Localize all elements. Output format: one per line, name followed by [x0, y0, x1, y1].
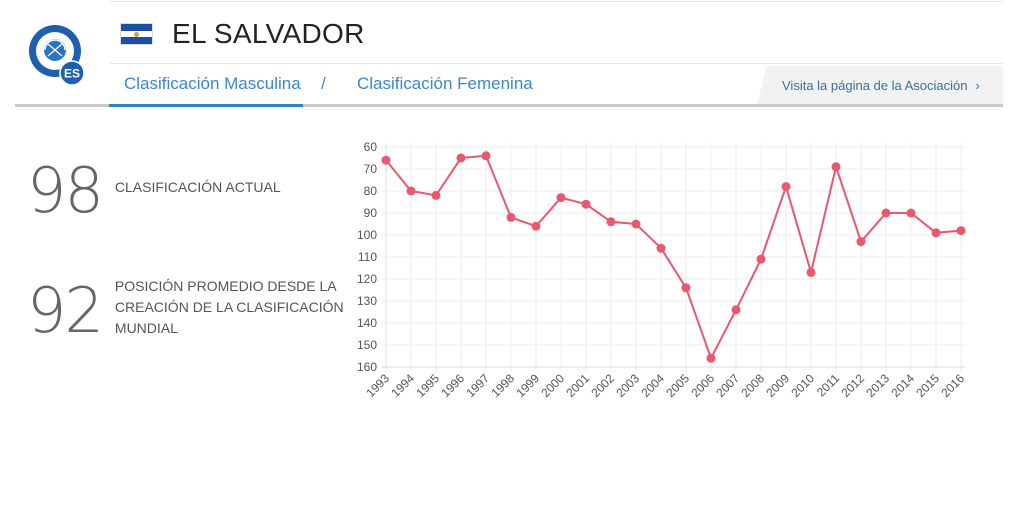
- x-tick-label: 1996: [438, 371, 467, 400]
- average-ranking-stat: 92 POSICIÓN PROMEDIO DESDE LA CREACIÓN D…: [27, 274, 345, 347]
- data-point: [781, 182, 791, 192]
- x-tick-label: 2008: [738, 371, 767, 400]
- data-point: [731, 305, 741, 315]
- ranking-history-chart: 6070809010011012013014015016019931994199…: [357, 140, 967, 400]
- data-point: [431, 190, 441, 200]
- page-title: EL SALVADOR: [172, 18, 365, 49]
- y-tick-label: 60: [364, 140, 378, 154]
- tab-clasificacion-femenina[interactable]: Clasificación Femenina: [357, 74, 533, 93]
- x-tick-label: 2013: [863, 371, 892, 400]
- x-tick-label: 2005: [663, 371, 692, 400]
- tabbar-underline: [15, 104, 1003, 107]
- data-point: [581, 199, 591, 209]
- federation-crest-icon: ES: [29, 25, 85, 86]
- data-point: [831, 162, 841, 172]
- x-tick-label: 2016: [938, 371, 967, 400]
- association-page-link[interactable]: Visita la página de la Asociación ›: [757, 66, 1003, 104]
- y-tick-label: 150: [357, 338, 377, 352]
- data-point: [656, 243, 666, 253]
- y-tick-label: 80: [364, 184, 378, 198]
- page-header: EL SALVADOR: [120, 14, 365, 54]
- data-point: [456, 153, 466, 163]
- data-point: [756, 254, 766, 264]
- x-tick-label: 2015: [913, 371, 942, 400]
- data-point: [406, 186, 416, 196]
- y-tick-label: 120: [357, 272, 377, 286]
- x-tick-label: 2001: [563, 371, 592, 400]
- x-tick-label: 2000: [538, 371, 567, 400]
- data-point: [531, 221, 541, 231]
- x-tick-label: 2010: [788, 371, 817, 400]
- data-point: [706, 353, 716, 363]
- tab-separator: /: [321, 74, 326, 93]
- data-point: [881, 208, 891, 218]
- data-point: [556, 193, 566, 203]
- data-point: [931, 228, 941, 238]
- logo-badge: ES: [64, 67, 80, 81]
- y-tick-label: 90: [364, 206, 378, 220]
- y-tick-label: 70: [364, 162, 378, 176]
- active-tab-indicator: [109, 104, 303, 107]
- current-ranking-label: CLASIFICACIÓN ACTUAL: [114, 179, 281, 195]
- data-point: [856, 237, 866, 247]
- x-tick-label: 2003: [613, 371, 642, 400]
- x-tick-label: 1993: [363, 371, 392, 400]
- data-point: [381, 155, 391, 165]
- chevron-right-icon: ›: [975, 77, 980, 93]
- current-ranking-value: 98: [27, 154, 104, 227]
- data-point: [606, 217, 616, 227]
- x-tick-label: 1994: [388, 371, 417, 400]
- x-tick-label: 2004: [638, 371, 667, 400]
- association-link-label: Visita la página de la Asociación: [782, 77, 968, 93]
- current-ranking-stat: 98 CLASIFICACIÓN ACTUAL: [27, 160, 281, 222]
- data-point: [956, 226, 966, 236]
- tabs-divider: [110, 63, 1003, 64]
- data-point: [681, 283, 691, 293]
- x-tick-label: 2007: [713, 371, 742, 400]
- average-ranking-label: POSICIÓN PROMEDIO DESDE LA CREACIÓN DE L…: [114, 278, 344, 336]
- x-tick-label: 2014: [888, 371, 917, 400]
- x-tick-label: 2006: [688, 371, 717, 400]
- data-point: [806, 267, 816, 277]
- x-tick-label: 1998: [488, 371, 517, 400]
- x-tick-label: 2011: [814, 371, 842, 399]
- data-point: [631, 219, 641, 229]
- data-point: [506, 212, 516, 222]
- y-tick-label: 140: [357, 316, 377, 330]
- y-tick-label: 130: [357, 294, 377, 308]
- x-tick-label: 2012: [838, 371, 867, 400]
- y-tick-label: 100: [357, 228, 377, 242]
- x-tick-label: 2002: [588, 371, 617, 400]
- x-tick-label: 1999: [513, 371, 542, 400]
- x-tick-label: 2009: [763, 371, 792, 400]
- average-ranking-value: 92: [27, 274, 104, 347]
- top-divider: [110, 1, 1003, 2]
- data-point: [906, 208, 916, 218]
- x-tick-label: 1995: [413, 371, 442, 400]
- y-tick-label: 160: [357, 360, 377, 374]
- tab-clasificacion-masculina[interactable]: Clasificación Masculina: [124, 74, 301, 93]
- el-salvador-flag-icon: [120, 23, 153, 45]
- data-point: [481, 151, 491, 161]
- x-tick-label: 1997: [463, 371, 492, 400]
- y-tick-label: 110: [358, 250, 377, 264]
